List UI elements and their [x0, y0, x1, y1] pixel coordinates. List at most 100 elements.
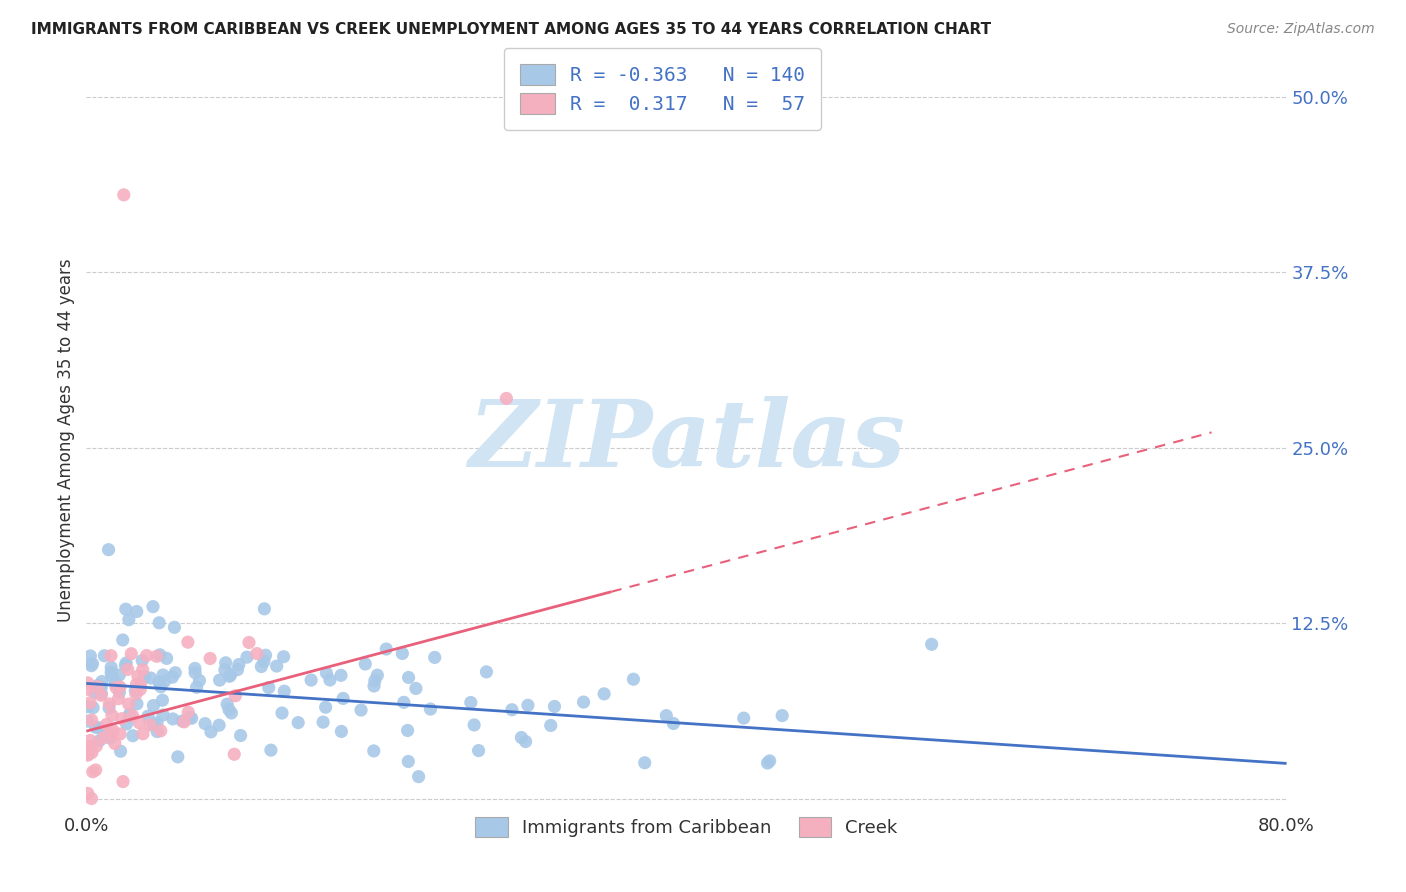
Point	[93, 648, 115, 663]
Point	[84, 685, 107, 699]
Point	[516, 698, 538, 713]
Point	[121, 729, 143, 743]
Point	[312, 715, 335, 730]
Point	[398, 670, 420, 684]
Point	[238, 635, 260, 649]
Point	[135, 648, 157, 663]
Point	[510, 731, 533, 745]
Point	[115, 656, 138, 670]
Point	[156, 651, 179, 665]
Point	[405, 681, 427, 696]
Point	[198, 651, 221, 665]
Point	[131, 653, 153, 667]
Point	[179, 710, 201, 724]
Point	[330, 724, 353, 739]
Point	[132, 727, 155, 741]
Point	[354, 657, 377, 671]
Point	[194, 716, 217, 731]
Point	[149, 723, 172, 738]
Point	[100, 665, 122, 680]
Point	[90, 687, 112, 701]
Point	[162, 712, 184, 726]
Point	[219, 668, 242, 682]
Point	[208, 673, 231, 687]
Point	[100, 669, 122, 683]
Point	[364, 673, 387, 688]
Point	[121, 708, 143, 723]
Point	[96, 717, 118, 731]
Point	[224, 747, 246, 762]
Point	[93, 731, 115, 745]
Point	[80, 658, 103, 673]
Point	[152, 668, 174, 682]
Point	[87, 680, 110, 694]
Point	[152, 708, 174, 723]
Point	[87, 678, 110, 692]
Point	[363, 744, 385, 758]
Point	[165, 665, 187, 680]
Point	[146, 715, 169, 730]
Point	[84, 739, 107, 753]
Point	[149, 680, 172, 694]
Point	[221, 706, 243, 720]
Point	[107, 691, 129, 706]
Point	[363, 679, 385, 693]
Y-axis label: Unemployment Among Ages 35 to 44 years: Unemployment Among Ages 35 to 44 years	[58, 259, 75, 623]
Point	[662, 716, 685, 731]
Point	[152, 693, 174, 707]
Point	[80, 746, 103, 760]
Point	[163, 620, 186, 634]
Point	[218, 703, 240, 717]
Point	[114, 658, 136, 673]
Point	[110, 744, 132, 758]
Point	[319, 673, 342, 687]
Text: Source: ZipAtlas.com: Source: ZipAtlas.com	[1227, 22, 1375, 37]
Point	[108, 727, 131, 741]
Point	[330, 668, 353, 682]
Point	[145, 649, 167, 664]
Point	[224, 689, 246, 703]
Point	[350, 703, 373, 717]
Point	[332, 691, 354, 706]
Point	[315, 666, 337, 681]
Point	[166, 749, 188, 764]
Point	[104, 676, 127, 690]
Point	[108, 680, 131, 694]
Point	[273, 684, 295, 698]
Point	[391, 647, 413, 661]
Point	[139, 718, 162, 732]
Point	[253, 655, 276, 669]
Point	[392, 695, 415, 709]
Point	[98, 731, 121, 746]
Point	[467, 743, 489, 757]
Point	[100, 660, 122, 674]
Point	[460, 696, 482, 710]
Point	[655, 708, 678, 723]
Point	[118, 706, 141, 721]
Point	[172, 714, 194, 728]
Point	[214, 663, 236, 677]
Point	[229, 729, 252, 743]
Point	[125, 697, 148, 711]
Point	[770, 708, 793, 723]
Point	[208, 718, 231, 732]
Point	[921, 637, 943, 651]
Point	[501, 703, 523, 717]
Point	[475, 665, 498, 679]
Point	[184, 661, 207, 675]
Point	[76, 699, 98, 714]
Point	[90, 680, 112, 694]
Point	[463, 718, 485, 732]
Point	[114, 602, 136, 616]
Point	[142, 599, 165, 614]
Point	[134, 670, 156, 684]
Point	[148, 675, 170, 690]
Point	[79, 733, 101, 747]
Point	[408, 770, 430, 784]
Point	[76, 786, 98, 800]
Point	[217, 697, 239, 711]
Point	[148, 615, 170, 630]
Point	[273, 649, 295, 664]
Point	[108, 668, 131, 682]
Point	[423, 650, 446, 665]
